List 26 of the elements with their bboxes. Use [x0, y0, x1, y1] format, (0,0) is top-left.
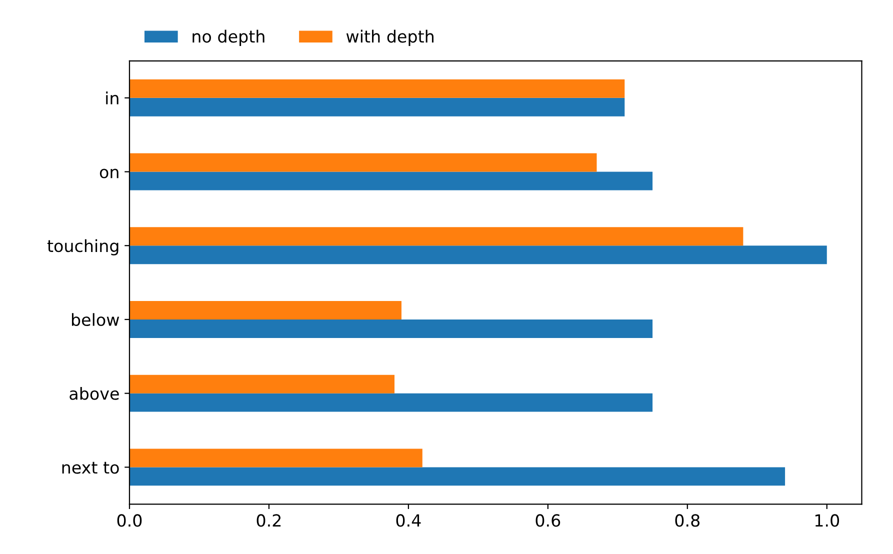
y-tick-label: touching — [47, 239, 118, 256]
y-tick-label: above — [70, 387, 119, 400]
bar — [129, 393, 653, 412]
x-tick-label: 0.6 — [536, 514, 560, 527]
bar — [129, 301, 402, 320]
x-tick-label: 1.0 — [815, 514, 840, 527]
x-tick-label: 0.0 — [117, 514, 142, 527]
legend-label: with depth — [346, 30, 434, 46]
legend-label: no depth — [192, 30, 264, 46]
bar — [129, 153, 597, 172]
bar — [129, 374, 394, 394]
y-tick-label: below — [72, 313, 120, 326]
x-tick-label: 0.8 — [675, 514, 700, 527]
bar — [129, 448, 422, 468]
bar — [129, 227, 744, 246]
bar — [129, 79, 625, 98]
y-tick-label: next to — [62, 462, 119, 474]
bar — [129, 98, 625, 116]
x-tick-label: 0.2 — [256, 514, 281, 527]
x-tick-label: 0.4 — [396, 514, 421, 527]
bar — [129, 467, 786, 486]
bar — [129, 172, 653, 190]
y-tick-label: on — [100, 168, 118, 178]
bar — [129, 246, 827, 264]
y-tick-label: in — [106, 92, 118, 104]
bar — [129, 319, 653, 338]
